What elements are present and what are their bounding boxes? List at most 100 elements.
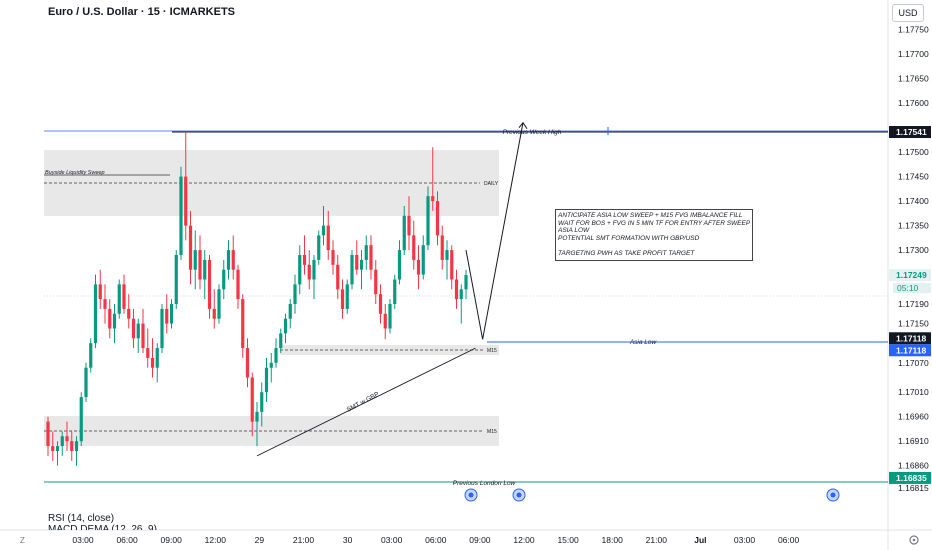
candle-body	[431, 196, 435, 202]
candle	[302, 235, 307, 275]
candle	[264, 357, 269, 402]
candle-body	[226, 250, 231, 270]
candle	[184, 132, 188, 241]
candle-body	[435, 201, 440, 236]
m15-lower-label: M15	[487, 429, 497, 435]
candle	[412, 220, 416, 270]
candle-body	[217, 289, 221, 319]
rsi-indicator-label[interactable]: RSI (14, close)	[48, 513, 115, 524]
note-line: WAIT FOR BOS + FVG IN 5 MIN TF FOR ENTRY…	[558, 219, 750, 227]
candle-body	[293, 284, 297, 304]
candle	[260, 382, 264, 427]
candle-body	[146, 348, 150, 358]
candle	[165, 294, 169, 334]
candle-body	[374, 269, 378, 295]
candle	[51, 431, 55, 461]
candle	[326, 210, 330, 260]
price-tick-label: 1.16815	[898, 483, 929, 493]
candle	[274, 338, 278, 368]
candle-body	[89, 343, 93, 368]
macd-indicator-label[interactable]: MACD DEMA (12, 26, 9)	[48, 524, 157, 530]
candle	[421, 235, 425, 280]
price-axis[interactable]: 1.17750 1.17700 1.17650 1.17600 1.17500 1.174…	[898, 25, 929, 493]
smt-line	[256, 347, 476, 457]
candle-body	[255, 411, 259, 422]
candle	[250, 372, 254, 437]
candle-body	[60, 436, 64, 447]
timezone-icon[interactable]: Z	[20, 536, 25, 545]
candle	[74, 436, 79, 466]
candle-body	[236, 269, 240, 300]
candle	[245, 338, 250, 388]
smt-label: SMT w GBP	[346, 391, 381, 414]
candle-body	[302, 255, 307, 265]
candle-body	[369, 245, 373, 270]
price-tick-label: 1.17500	[898, 147, 929, 157]
m15-upper-label: M15	[487, 348, 497, 354]
candle-body	[274, 348, 278, 363]
candle-body	[117, 284, 121, 314]
daily-label: DAILY	[484, 181, 499, 187]
candle	[93, 274, 98, 349]
candle-body	[203, 259, 207, 280]
candle-body	[55, 446, 60, 451]
candle-body	[407, 215, 411, 236]
candle-body	[212, 308, 216, 319]
candle	[155, 343, 159, 383]
candle	[359, 250, 364, 290]
candle-body	[317, 235, 321, 260]
price-tick-label: 1.17350	[898, 221, 929, 231]
candle-body	[421, 245, 425, 275]
candle	[203, 250, 207, 300]
candle-body	[150, 357, 155, 368]
candle-body	[141, 323, 145, 349]
candle-body	[160, 308, 164, 349]
candle-body	[350, 255, 354, 285]
candle-body	[269, 362, 273, 368]
price-label-bg	[889, 269, 931, 282]
asia-low-label: Asia Low	[629, 339, 658, 346]
price-tick-label: 1.16910	[898, 436, 929, 446]
candle	[340, 279, 345, 319]
candle	[450, 245, 454, 290]
candle-body	[179, 176, 183, 255]
candle	[70, 431, 74, 461]
candle-body	[450, 250, 454, 280]
candle-body	[454, 279, 459, 300]
currency-button[interactable]: USD	[892, 4, 924, 22]
settings-gear-icon-center	[912, 538, 916, 542]
candle-body	[250, 377, 254, 422]
time-tick-label: 06:00	[116, 535, 138, 545]
price-label-bg	[889, 332, 931, 345]
time-tick-label: 12:00	[205, 535, 227, 545]
price-tick-label: 1.17300	[898, 245, 929, 255]
candle-body	[445, 250, 449, 260]
candle	[131, 308, 136, 349]
price-tick-label: 1.17400	[898, 196, 929, 206]
candle	[374, 259, 378, 304]
candle	[416, 245, 421, 290]
candle-body	[288, 304, 292, 319]
projection-arrowhead	[518, 121, 528, 129]
event-icon-group[interactable]	[464, 488, 840, 502]
candle	[283, 313, 288, 344]
time-tick-label: 03:00	[381, 535, 403, 545]
candle	[212, 289, 216, 329]
candle-body	[231, 250, 235, 270]
candle	[108, 299, 112, 339]
settings-gear-icon[interactable]	[909, 535, 919, 545]
candle	[255, 402, 259, 447]
candle	[241, 294, 245, 358]
candle	[321, 206, 326, 246]
price-tick-label: 1.17750	[898, 25, 929, 35]
prev-london-low-label: Previous London Low	[453, 480, 517, 487]
candle	[288, 299, 292, 329]
time-axis[interactable]: 03:00 06:00 09:00 12:00 29 21:00 30 03:00 06:00 0…	[72, 535, 799, 545]
candle	[122, 274, 126, 314]
candle-body	[169, 304, 174, 324]
event-icon-dot	[468, 492, 474, 498]
candle-body	[331, 250, 335, 265]
candle	[317, 230, 321, 265]
candle	[431, 147, 435, 211]
